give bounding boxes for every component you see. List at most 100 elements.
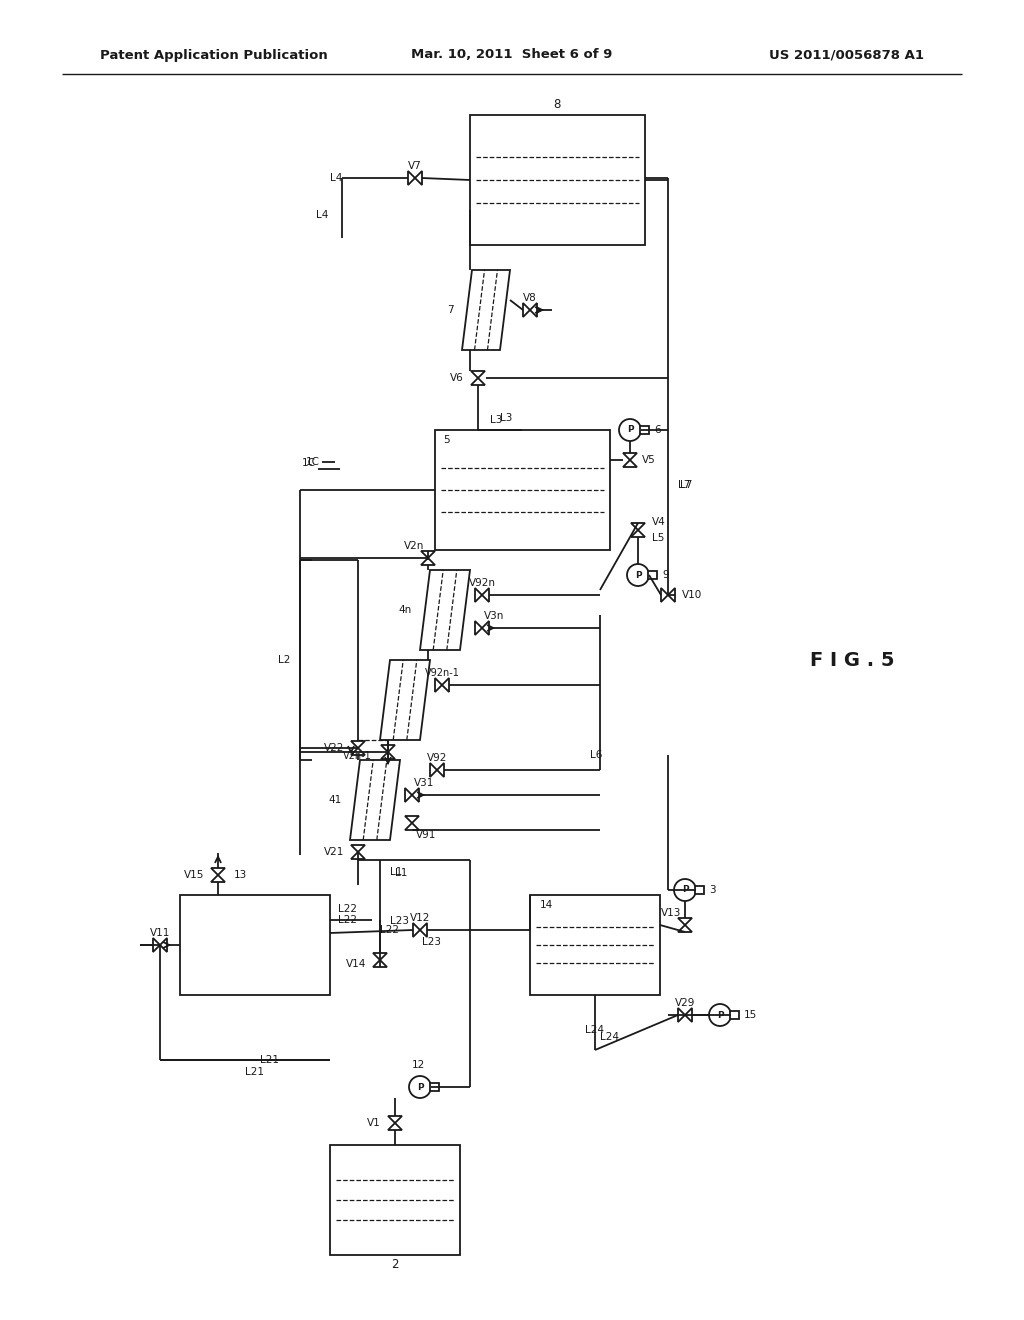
Circle shape (627, 564, 649, 586)
Polygon shape (685, 1008, 692, 1022)
Text: L5: L5 (652, 533, 665, 543)
Text: US 2011/0056878 A1: US 2011/0056878 A1 (769, 49, 924, 62)
Text: 7: 7 (447, 305, 454, 315)
Text: 41: 41 (329, 795, 342, 805)
Text: V91: V91 (416, 830, 436, 840)
Polygon shape (678, 917, 692, 925)
Circle shape (674, 879, 696, 902)
Text: L7: L7 (680, 480, 692, 490)
Polygon shape (523, 304, 530, 317)
Polygon shape (530, 304, 537, 317)
Polygon shape (373, 953, 387, 960)
Text: P: P (635, 570, 641, 579)
Text: 8: 8 (553, 99, 561, 111)
Text: V3n: V3n (484, 611, 505, 620)
Polygon shape (623, 453, 637, 459)
Bar (430, 1082, 439, 1092)
Text: L21: L21 (260, 1055, 279, 1065)
Polygon shape (631, 531, 645, 537)
Polygon shape (442, 678, 449, 692)
Polygon shape (437, 763, 444, 777)
Text: V29: V29 (675, 998, 695, 1008)
Text: V31: V31 (414, 777, 434, 788)
Polygon shape (471, 371, 485, 378)
Text: P: P (682, 886, 688, 895)
Text: 15: 15 (744, 1010, 758, 1020)
Text: V2n: V2n (403, 541, 424, 550)
Polygon shape (406, 822, 419, 830)
Polygon shape (351, 845, 365, 851)
Text: V92n-1: V92n-1 (425, 668, 460, 678)
Text: V92: V92 (427, 752, 447, 763)
Polygon shape (413, 923, 420, 937)
Text: 9: 9 (662, 570, 669, 579)
Text: V21: V21 (324, 847, 344, 857)
Polygon shape (153, 939, 160, 952)
Polygon shape (381, 752, 395, 759)
Polygon shape (662, 587, 668, 602)
Text: V2n-1: V2n-1 (343, 751, 372, 762)
Bar (695, 886, 705, 894)
Text: L1: L1 (390, 867, 402, 876)
Polygon shape (388, 1123, 402, 1130)
Polygon shape (412, 788, 419, 803)
Text: L3: L3 (490, 414, 503, 425)
Polygon shape (160, 939, 167, 952)
Text: L4: L4 (315, 210, 328, 220)
Polygon shape (435, 678, 442, 692)
Polygon shape (475, 587, 482, 602)
Text: L23: L23 (422, 937, 441, 946)
Text: 2: 2 (391, 1258, 398, 1271)
Polygon shape (420, 570, 470, 649)
Text: 12: 12 (412, 1060, 425, 1071)
Bar (640, 426, 649, 434)
Text: L23: L23 (390, 916, 409, 927)
Text: Mar. 10, 2011  Sheet 6 of 9: Mar. 10, 2011 Sheet 6 of 9 (412, 49, 612, 62)
Text: V1: V1 (368, 1118, 381, 1129)
Circle shape (409, 1076, 431, 1098)
Text: V14: V14 (346, 960, 366, 969)
Circle shape (618, 418, 641, 441)
Text: V11: V11 (150, 928, 170, 939)
Text: L22: L22 (338, 904, 357, 913)
Text: V5: V5 (642, 455, 655, 465)
Text: V22: V22 (324, 743, 344, 752)
Text: L3: L3 (500, 413, 512, 422)
Polygon shape (408, 172, 415, 185)
Bar (470, 115, 645, 246)
Polygon shape (668, 587, 675, 602)
Polygon shape (381, 744, 395, 752)
Text: V7: V7 (409, 161, 422, 172)
Text: L2: L2 (278, 655, 290, 665)
Polygon shape (380, 660, 430, 741)
Polygon shape (482, 620, 489, 635)
Text: 4n: 4n (398, 605, 412, 615)
Bar (530, 895, 660, 995)
Text: L22: L22 (380, 925, 399, 935)
Text: 5: 5 (443, 436, 450, 445)
Text: P: P (717, 1011, 723, 1019)
Polygon shape (373, 960, 387, 968)
Text: 14: 14 (540, 900, 553, 909)
Text: L1: L1 (395, 869, 408, 878)
Text: L4: L4 (330, 173, 342, 183)
Text: 6: 6 (654, 425, 660, 436)
Polygon shape (462, 271, 510, 350)
Text: F I G . 5: F I G . 5 (810, 651, 895, 669)
Text: V10: V10 (682, 590, 702, 601)
Text: L24: L24 (600, 1032, 618, 1041)
Polygon shape (631, 523, 645, 531)
Polygon shape (471, 378, 485, 385)
Text: Patent Application Publication: Patent Application Publication (100, 49, 328, 62)
Polygon shape (211, 875, 225, 882)
Polygon shape (415, 172, 422, 185)
Polygon shape (421, 550, 435, 558)
Text: P: P (627, 425, 633, 434)
Text: V4: V4 (652, 517, 666, 527)
Text: V92n: V92n (469, 578, 496, 587)
Text: 1C: 1C (302, 458, 316, 469)
Circle shape (709, 1005, 731, 1026)
Bar (330, 1144, 460, 1255)
Text: V8: V8 (523, 293, 537, 304)
Polygon shape (406, 788, 412, 803)
